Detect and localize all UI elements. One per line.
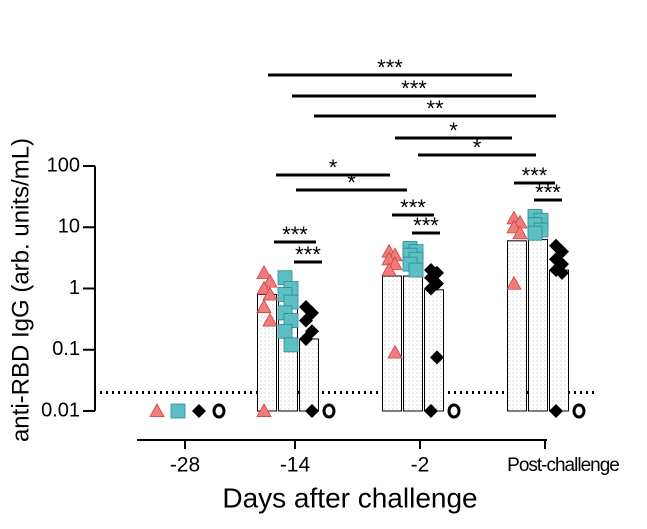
- significance-label: *: [473, 135, 482, 160]
- significance-label: ***: [295, 242, 321, 267]
- point: [262, 312, 278, 327]
- point: [447, 403, 461, 419]
- bar: [424, 289, 444, 412]
- point: [555, 244, 569, 259]
- point: [283, 337, 299, 353]
- point: [506, 219, 522, 234]
- point: [149, 403, 165, 417]
- point: [387, 344, 403, 359]
- bar: [528, 239, 548, 412]
- significance-label: ***: [401, 76, 427, 101]
- point: [527, 225, 543, 241]
- point: [572, 403, 586, 419]
- bar: [382, 275, 402, 412]
- point: [170, 403, 186, 419]
- bar: [299, 338, 319, 412]
- significance-label: ***: [413, 213, 439, 238]
- point: [424, 281, 438, 296]
- y-tick-label: 100: [47, 154, 80, 176]
- significance-label: ***: [282, 222, 308, 247]
- bar: [507, 240, 527, 412]
- significance-label: ***: [400, 195, 426, 220]
- point: [430, 350, 444, 365]
- point: [381, 262, 397, 277]
- y-tick-label: 10: [58, 216, 80, 238]
- point: [262, 286, 278, 301]
- point: [506, 275, 522, 290]
- point: [512, 225, 528, 240]
- point: [277, 323, 293, 339]
- point: [549, 404, 563, 418]
- point: [256, 280, 272, 295]
- y-axis-label: anti-RBD IgG (arb. units/mL): [7, 138, 34, 442]
- significance-label: *: [347, 170, 356, 195]
- point: [256, 299, 272, 313]
- point: [387, 256, 403, 271]
- point: [256, 265, 272, 279]
- bar: [549, 269, 569, 412]
- x-tick-label: Post-challenge: [507, 455, 619, 476]
- x-tick-label: -2: [411, 454, 430, 477]
- significance-label: ***: [377, 55, 403, 80]
- significance-label: ***: [522, 163, 548, 188]
- significance-label: ***: [535, 180, 561, 205]
- bar: [403, 275, 423, 412]
- point: [212, 403, 226, 419]
- point: [299, 331, 313, 346]
- y-tick-label: 1: [69, 277, 80, 299]
- point: [192, 404, 206, 418]
- y-tick-label: 0.1: [52, 338, 80, 360]
- significance-label: *: [449, 118, 458, 143]
- x-axis-label: Days after challenge: [222, 482, 477, 513]
- x-tick-label: -28: [170, 454, 200, 477]
- point: [555, 265, 569, 280]
- point: [424, 404, 438, 418]
- point: [299, 313, 313, 328]
- x-tick-label: -14: [280, 454, 311, 477]
- point: [256, 403, 272, 417]
- y-tick-label: 0.01: [41, 399, 80, 421]
- significance-label: *: [329, 155, 338, 180]
- significance-label: **: [426, 96, 444, 121]
- point: [408, 262, 424, 278]
- point: [322, 403, 336, 419]
- point: [305, 404, 319, 418]
